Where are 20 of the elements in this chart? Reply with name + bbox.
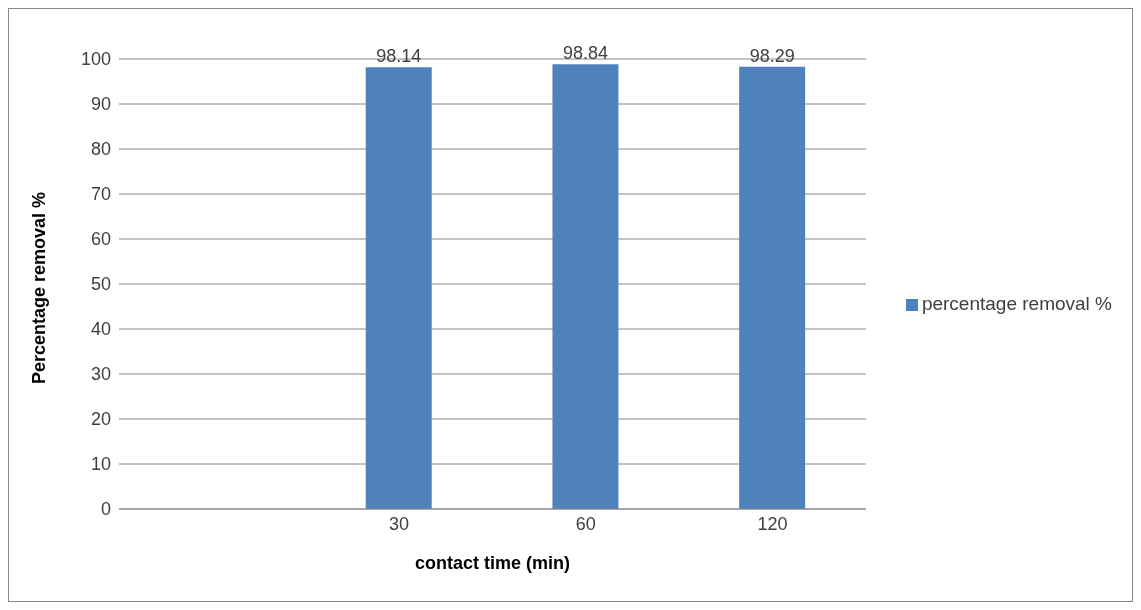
y-tick-label: 40: [90, 319, 111, 340]
y-tick-label: 0: [100, 499, 111, 520]
data-label: 98.84: [562, 43, 608, 64]
y-tick-label: 100: [80, 49, 111, 70]
legend-label: percentage removal %: [921, 293, 1112, 314]
x-tick-label: 30: [389, 513, 410, 534]
y-tick-label: 30: [90, 364, 111, 385]
y-tick-label: 90: [90, 94, 111, 115]
x-tick-label: 60: [575, 513, 596, 534]
y-tick-label: 50: [90, 274, 111, 295]
y-tick-label: 20: [90, 409, 111, 430]
data-label: 98.29: [749, 45, 795, 66]
data-label: 98.14: [376, 46, 422, 67]
y-axis-title: Percentage removal %: [29, 191, 50, 384]
x-axis-title: contact time (min): [414, 553, 570, 573]
y-tick-label: 10: [90, 454, 111, 475]
y-tick-label: 60: [90, 229, 111, 250]
y-tick-label: 70: [90, 184, 111, 205]
y-tick-label: 80: [90, 139, 111, 160]
x-tick-label: 120: [757, 513, 788, 534]
